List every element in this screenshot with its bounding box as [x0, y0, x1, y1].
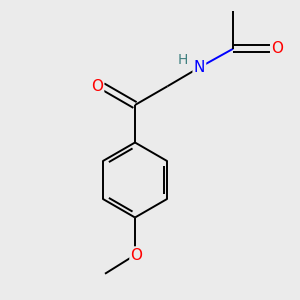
Text: O: O: [271, 41, 283, 56]
Text: O: O: [91, 79, 103, 94]
Text: N: N: [194, 60, 205, 75]
Text: O: O: [130, 248, 142, 262]
Text: H: H: [178, 53, 188, 67]
